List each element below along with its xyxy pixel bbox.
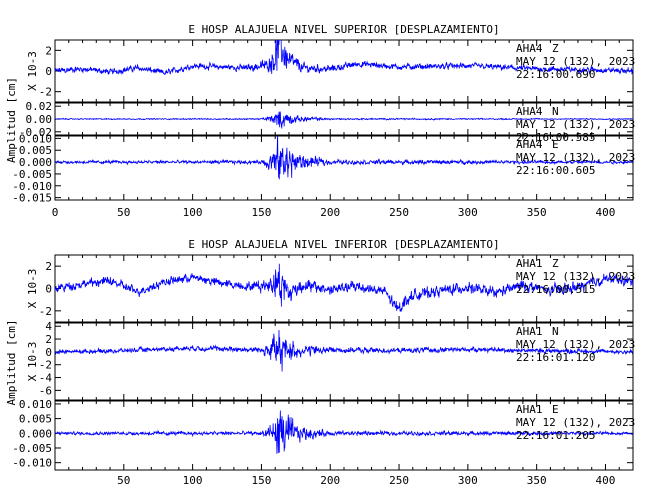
station-label: AHA1 [516,325,543,338]
scale-label: X 10-3 [26,51,39,91]
y-tick-label: -2 [39,305,52,318]
y-tick-label: 0.000 [19,156,52,169]
x-tick-label: 300 [458,474,478,487]
x-tick-label: 200 [320,474,340,487]
chart-title: E HOSP ALAJUELA NIVEL SUPERIOR [DESPLAZA… [188,23,499,36]
waveform-line [55,111,633,129]
y-tick-label: 0.005 [19,413,52,426]
station-label: AHA1 [516,257,543,270]
x-tick-label: 0 [52,206,59,219]
y-tick-label: -0.010 [12,180,52,193]
time-label: 22:16:00.515 [516,283,595,296]
time-label: 22:16:01.205 [516,429,595,442]
y-tick-label: 2 [45,44,52,57]
date-label: MAY 12 (132), 2023 [516,416,635,429]
y-tick-label: 0 [45,65,52,78]
time-label: 22:16:00.605 [516,164,595,177]
y-axis-label: Amplitud [cm] [5,319,18,405]
x-tick-label: 250 [389,474,409,487]
y-tick-label: 4 [45,320,52,333]
chart-title: E HOSP ALAJUELA NIVEL INFERIOR [DESPLAZA… [188,238,499,251]
y-tick-label: -0.010 [12,457,52,470]
x-tick-label: 100 [183,206,203,219]
component-label: E [552,403,559,416]
y-tick-label: 0.010 [19,132,52,145]
waveform-line [55,263,633,312]
x-tick-label: 100 [183,474,203,487]
y-axis-label: Amplitud [cm] [5,77,18,163]
y-tick-label: -4 [39,372,53,385]
date-label: MAY 12 (132), 2023 [516,55,635,68]
date-label: MAY 12 (132), 2023 [516,338,635,351]
x-tick-label: 300 [458,206,478,219]
y-tick-label: -0.015 [12,192,52,205]
scale-label: X 10-3 [26,342,39,382]
y-tick-label: 0.00 [26,113,53,126]
y-tick-label: 2 [45,333,52,346]
date-label: MAY 12 (132), 2023 [516,151,635,164]
scale-label: X 10-3 [26,269,39,309]
waveform-line [55,329,633,372]
y-tick-label: -6 [39,384,52,397]
component-label: N [552,325,559,338]
time-label: 22:16:00.585 [516,131,595,144]
x-tick-label: 50 [117,474,130,487]
x-tick-label: 400 [596,206,616,219]
x-tick-label: 400 [596,474,616,487]
waveform-line [55,136,633,180]
waveform-line [55,410,633,454]
y-tick-label: 0 [45,346,52,359]
y-tick-label: 2 [45,260,52,273]
time-label: 22:16:01.120 [516,351,595,364]
component-label: E [552,138,559,151]
y-tick-label: -0.005 [12,442,52,455]
waveform-line [55,40,633,75]
y-tick-label: 0.000 [19,427,52,440]
x-tick-label: 350 [527,474,547,487]
x-tick-label: 50 [117,206,130,219]
station-label: AHA4 [516,42,543,55]
x-tick-label: 150 [251,474,271,487]
station-label: AHA1 [516,403,543,416]
y-tick-label: 0.02 [26,100,53,113]
y-tick-label: 0.010 [19,398,52,411]
x-tick-label: 250 [389,206,409,219]
x-tick-label: 350 [527,206,547,219]
x-tick-label: 150 [251,206,271,219]
chart-panel-1: E HOSP ALAJUELA NIVEL SUPERIOR [DESPLAZA… [5,23,635,219]
x-tick-label: 200 [320,206,340,219]
station-label: AHA4 [516,105,543,118]
y-tick-label: 0.005 [19,144,52,157]
date-label: MAY 12 (132), 2023 [516,270,635,283]
y-tick-label: -0.005 [12,168,52,181]
chart-panel-2: E HOSP ALAJUELA NIVEL INFERIOR [DESPLAZA… [5,238,635,487]
y-tick-label: -2 [39,86,52,99]
time-label: 22:16:00.690 [516,68,595,81]
component-label: Z [552,42,559,55]
component-label: Z [552,257,559,270]
y-tick-label: 0 [45,283,52,296]
component-label: N [552,105,559,118]
y-tick-label: -0.02 [19,126,52,139]
y-tick-label: -2 [39,359,52,372]
station-label: AHA4 [516,138,543,151]
date-label: MAY 12 (132), 2023 [516,118,635,131]
